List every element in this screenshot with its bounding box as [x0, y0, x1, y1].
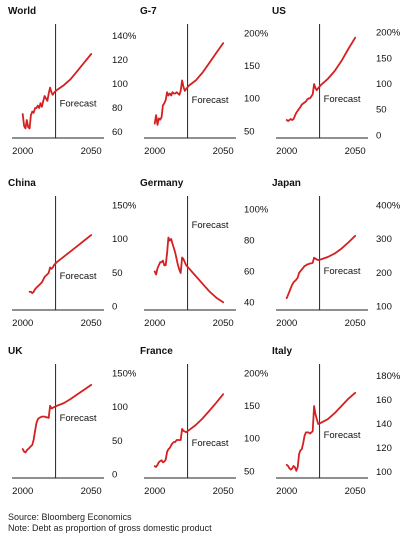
forecast-label: Forecast	[60, 271, 97, 282]
y-tick-label: 100	[244, 94, 260, 105]
y-tick-label: 200%	[244, 368, 269, 379]
y-tick-label: 80	[244, 236, 255, 247]
forecast-label: Forecast	[192, 95, 229, 106]
series-line	[28, 234, 93, 295]
y-tick-label: 100%	[244, 205, 269, 216]
y-tick-label: 400%	[376, 200, 401, 211]
y-tick-label: 200%	[376, 28, 401, 39]
chart-panel-germany: Germany 2000 2050 40 60 80 100% Forecast	[140, 178, 269, 329]
y-tick-label: 100	[376, 467, 392, 478]
chart-title: G-7	[140, 6, 157, 17]
chart-panel-g-7: G-7 2000 2050 50 100 150 200% Forecast	[140, 6, 269, 157]
series-line	[285, 36, 357, 122]
forecast-label: Forecast	[60, 413, 97, 424]
y-tick-label: 100	[376, 79, 392, 90]
x-tick-label: 2000	[12, 486, 33, 497]
forecast-label: Forecast	[192, 438, 229, 449]
y-tick-label: 180%	[376, 371, 401, 382]
y-tick-label: 50	[244, 466, 255, 477]
forecast-label: Forecast	[324, 430, 361, 441]
chart-panel-italy: Italy 2000 2050 100 120 140 160 180% Forecast	[272, 346, 401, 497]
y-tick-label: 80	[112, 103, 123, 114]
y-tick-label: 150	[376, 53, 392, 64]
source-note: Source: Bloomberg Economics	[8, 512, 132, 522]
chart-title: France	[140, 346, 173, 357]
series-line	[285, 234, 357, 300]
chart-panel-france: France 2000 2050 50 100 150 200% Forecast	[140, 346, 269, 497]
x-tick-label: 2050	[81, 318, 102, 329]
x-tick-label: 2000	[276, 486, 297, 497]
y-tick-label: 100	[112, 79, 128, 90]
x-tick-label: 2000	[144, 486, 165, 497]
x-tick-label: 2050	[345, 318, 366, 329]
y-tick-label: 0	[112, 302, 117, 313]
definition-note: Note: Debt as proportion of gross domest…	[8, 523, 212, 533]
chart-title: US	[272, 6, 286, 17]
x-tick-label: 2000	[144, 146, 165, 157]
chart-panel-china: China 2000 2050 0 50 100 150% Forecast	[8, 178, 137, 329]
series-line	[285, 391, 357, 472]
x-tick-label: 2000	[144, 318, 165, 329]
y-tick-label: 150%	[112, 368, 137, 379]
series-line	[153, 42, 225, 126]
forecast-label: Forecast	[192, 220, 229, 231]
x-tick-label: 2050	[345, 146, 366, 157]
chart-panel-japan: Japan 2000 2050 100 200 300 400% Forecast	[272, 178, 401, 329]
series-line	[21, 383, 93, 454]
y-tick-label: 40	[244, 297, 255, 308]
y-tick-label: 150%	[112, 200, 137, 211]
x-tick-label: 2050	[213, 318, 234, 329]
forecast-label: Forecast	[324, 266, 361, 277]
y-tick-label: 60	[244, 266, 255, 277]
y-tick-label: 140%	[112, 31, 137, 42]
chart-title: UK	[8, 346, 23, 357]
chart-panel-us: US 2000 2050 0 50 100 150 200% Forecast	[272, 6, 401, 157]
forecast-label: Forecast	[60, 98, 97, 109]
y-tick-label: 160	[376, 395, 392, 406]
x-tick-label: 2050	[345, 486, 366, 497]
x-tick-label: 2050	[213, 486, 234, 497]
y-tick-label: 100	[244, 434, 260, 445]
x-tick-label: 2050	[213, 146, 234, 157]
y-tick-label: 60	[112, 127, 123, 138]
y-tick-label: 50	[376, 105, 387, 116]
x-tick-label: 2050	[81, 486, 102, 497]
y-tick-label: 120	[376, 443, 392, 454]
series-line	[153, 393, 225, 468]
x-tick-label: 2000	[276, 146, 297, 157]
chart-panel-uk: UK 2000 2050 0 50 100 150% Forecast	[8, 346, 137, 497]
y-tick-label: 100	[112, 234, 128, 245]
y-tick-label: 50	[112, 268, 123, 279]
y-tick-label: 50	[244, 126, 255, 137]
y-tick-label: 120	[112, 55, 128, 66]
y-tick-label: 200	[376, 268, 392, 279]
y-tick-label: 100	[376, 302, 392, 313]
chart-panel-world: World 2000 2050 60 80 100 120 140% Forecast	[8, 6, 137, 157]
y-tick-label: 150	[244, 401, 260, 412]
y-tick-label: 0	[376, 130, 381, 141]
y-tick-label: 300	[376, 234, 392, 245]
chart-title: Japan	[272, 178, 301, 189]
x-tick-label: 2000	[12, 318, 33, 329]
chart-title: China	[8, 178, 36, 189]
series-line	[153, 236, 225, 304]
chart-footer: Source: Bloomberg Economics Note: Debt a…	[8, 512, 212, 534]
y-tick-label: 50	[112, 436, 123, 447]
y-tick-label: 140	[376, 419, 392, 430]
y-tick-label: 0	[112, 470, 117, 481]
chart-title: Germany	[140, 178, 184, 189]
x-tick-label: 2000	[12, 146, 33, 157]
series-line	[21, 53, 93, 130]
x-tick-label: 2000	[276, 318, 297, 329]
forecast-label: Forecast	[324, 94, 361, 105]
y-tick-label: 200%	[244, 28, 269, 39]
chart-title: Italy	[272, 346, 292, 357]
chart-title: World	[8, 6, 36, 17]
y-tick-label: 150	[244, 61, 260, 72]
x-tick-label: 2050	[81, 146, 102, 157]
y-tick-label: 100	[112, 402, 128, 413]
